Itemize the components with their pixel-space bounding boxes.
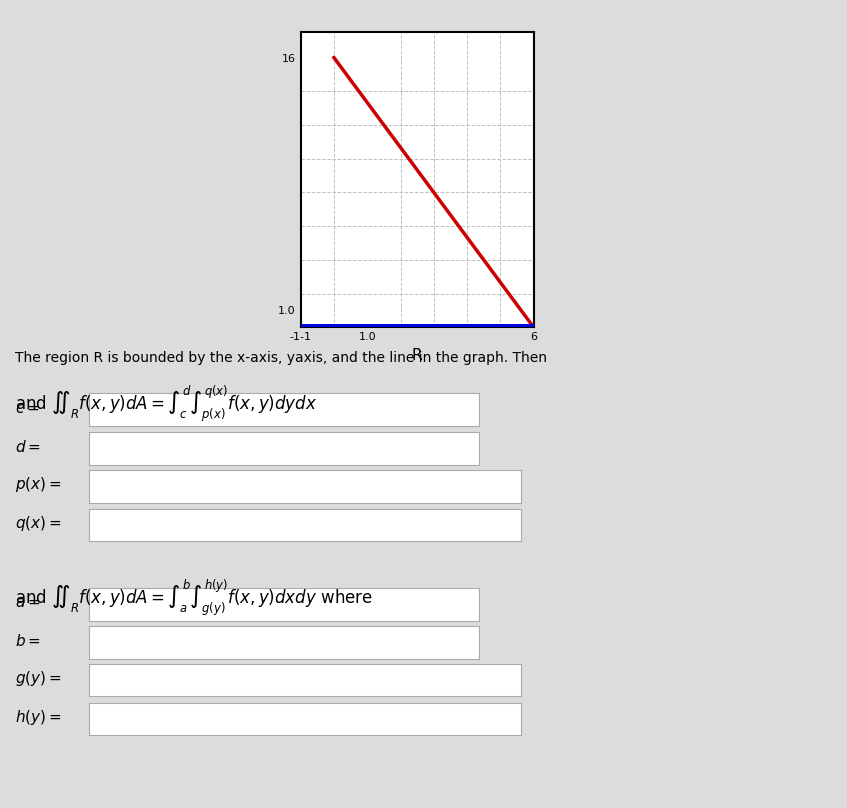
Text: The region R is bounded by the x-axis, yaxis, and the line in the graph. Then: The region R is bounded by the x-axis, y… [15, 351, 547, 365]
Text: $d =$: $d =$ [15, 439, 41, 455]
Text: $g(y) =$: $g(y) =$ [15, 669, 62, 688]
Text: $h(y) =$: $h(y) =$ [15, 708, 62, 727]
Text: $q(x) =$: $q(x) =$ [15, 514, 62, 533]
Text: $c =$: $c =$ [15, 401, 40, 415]
Text: and $\iint_R f(x,y)dA = \int_c^d \int_{p(x)}^{q(x)} f(x,y)dydx$: and $\iint_R f(x,y)dA = \int_c^d \int_{p… [15, 384, 318, 424]
Text: $p(x) =$: $p(x) =$ [15, 475, 62, 494]
X-axis label: R: R [412, 347, 423, 363]
Text: $b =$: $b =$ [15, 633, 41, 649]
Text: $a =$: $a =$ [15, 595, 41, 610]
Text: and $\iint_R f(x,y)dA = \int_a^b \int_{g(y)}^{h(y)} f(x,y)dxdy$ where: and $\iint_R f(x,y)dA = \int_a^b \int_{g… [15, 578, 374, 618]
